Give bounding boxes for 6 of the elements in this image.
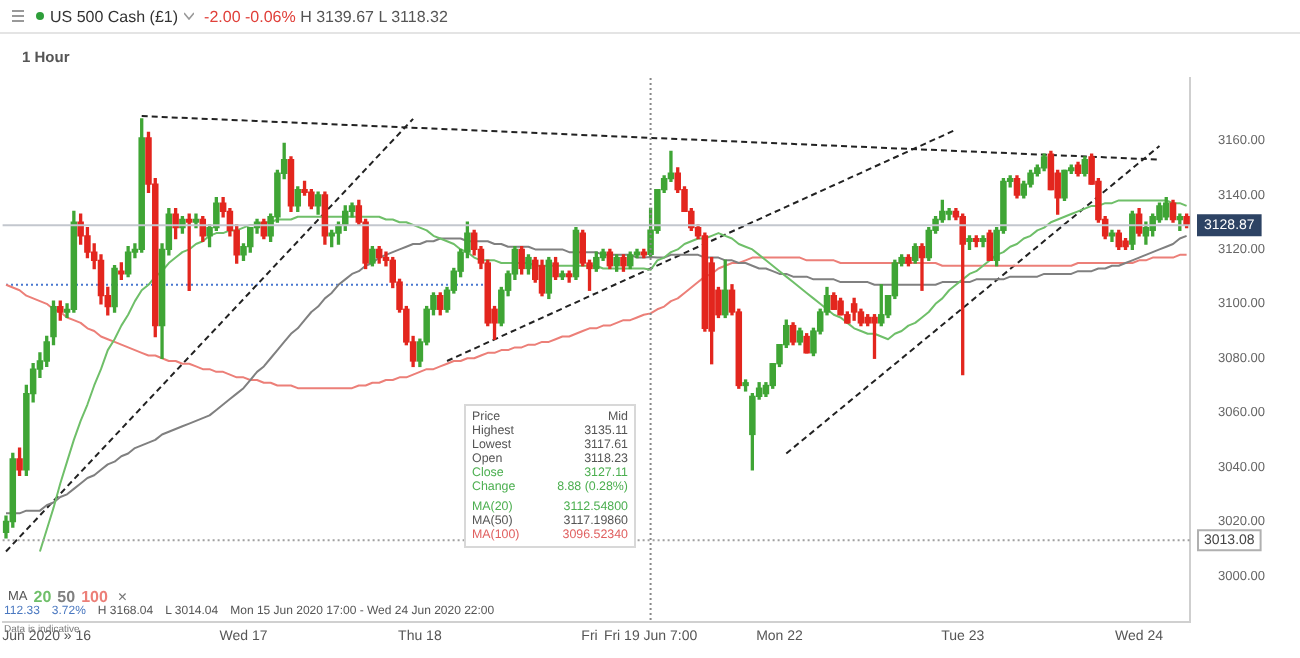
text: 100 [81, 588, 108, 606]
text: 20 [33, 588, 52, 606]
text: 50 [57, 588, 76, 606]
chart-title: US 500 Cash (£1) [50, 7, 179, 25]
chart-subtitle: -2.00 -0.06% H 3139.67 L 3118.32 [204, 7, 448, 25]
annotation: × [117, 587, 128, 605]
